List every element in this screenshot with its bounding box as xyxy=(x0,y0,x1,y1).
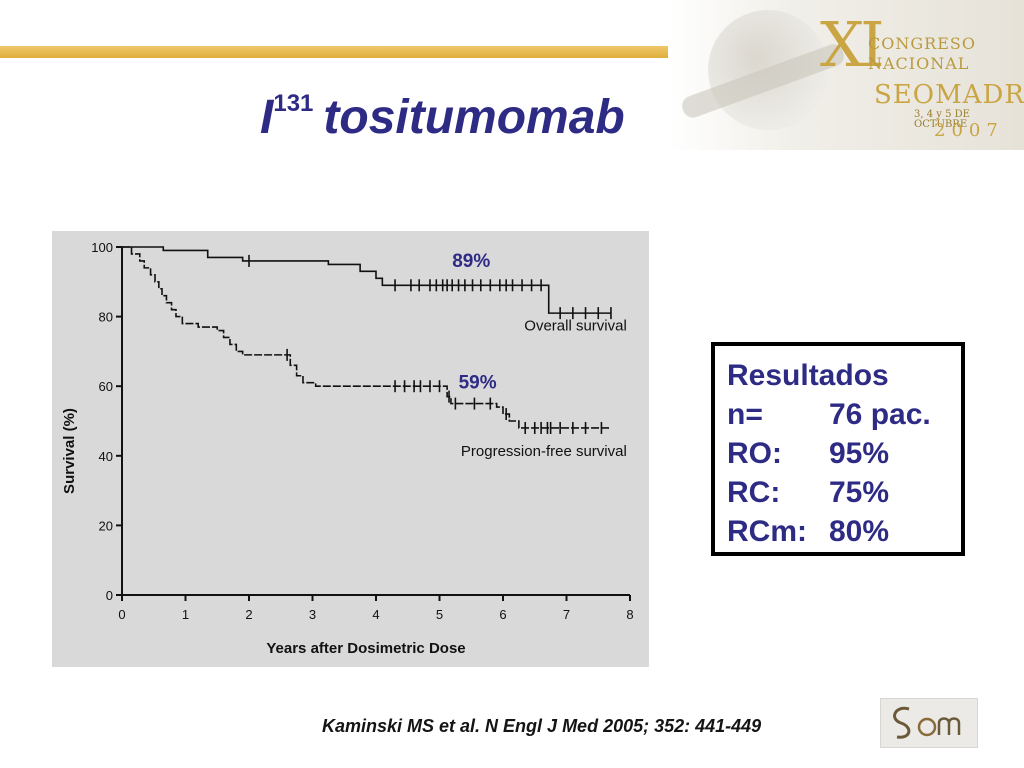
progression-free-survival-line xyxy=(122,246,611,429)
x-tick-label: 2 xyxy=(245,607,252,622)
results-label: RC: xyxy=(727,476,781,509)
banner-dates: 3, 4 y 5 DE OCTUBRE xyxy=(914,109,970,130)
results-row: RO: 95% xyxy=(727,434,961,473)
results-row: RCm: 80% xyxy=(727,512,961,551)
results-value: 76 pac. xyxy=(829,398,931,431)
x-tick-label: 4 xyxy=(372,607,379,622)
overall-survival-label: Overall survival xyxy=(524,318,627,335)
results-heading: Resultados xyxy=(727,359,889,392)
results-label: RCm: xyxy=(727,515,807,548)
banner-seom-madrid: SEOMADRID xyxy=(874,80,1024,110)
results-label: n= xyxy=(727,398,763,431)
y-tick-label: 100 xyxy=(91,240,113,255)
y-axis-label: Survival (%) xyxy=(61,408,78,494)
x-axis-label: Years after Dosimetric Dose xyxy=(266,640,465,657)
page-title: I131 tositumomab xyxy=(260,92,625,142)
results-value: 95% xyxy=(829,437,890,470)
x-tick-label: 7 xyxy=(563,607,570,622)
results-value: 80% xyxy=(829,515,890,548)
seom-logo-mark xyxy=(893,706,961,739)
x-tick-label: 5 xyxy=(436,607,443,622)
x-tick-label: 6 xyxy=(499,607,506,622)
results-row: n= 76 pac. xyxy=(727,395,961,434)
results-box: Resultados n= 76 pac. RO: 95% RC: 75% RCm: 8… xyxy=(711,342,965,556)
congress-banner: XI CONGRESO NACIONAL SEOMADRID 3, 4 y 5 … xyxy=(668,0,1024,150)
y-tick-label: 60 xyxy=(99,379,113,394)
results-label: RO: xyxy=(727,437,782,470)
x-tick-label: 3 xyxy=(309,607,316,622)
title-isotope: 131 xyxy=(273,90,314,117)
overall-survival-line xyxy=(122,246,611,314)
citation: Kaminski MS et al. N Engl J Med 2005; 35… xyxy=(322,716,762,736)
progression-free-survival-label: Progression-free survival xyxy=(461,443,627,460)
y-tick-label: 80 xyxy=(99,310,113,325)
accent-bar xyxy=(0,46,740,58)
y-tick-label: 40 xyxy=(99,449,113,464)
x-tick-label: 8 xyxy=(626,607,633,622)
banner-roman-numeral: XI xyxy=(820,8,885,81)
x-tick-label: 1 xyxy=(182,607,189,622)
results-value: 75% xyxy=(829,476,890,509)
title-drug: tositumomab xyxy=(323,91,625,144)
y-tick-label: 20 xyxy=(99,518,113,533)
percentage-annotation: 59% xyxy=(459,373,497,394)
banner-year: 2007 xyxy=(934,120,1004,141)
x-tick-label: 0 xyxy=(118,607,125,622)
survival-chart: 0 20 40 60 80 100 0 1 2 3 4 5 6 7 8 Years after Dosimet… xyxy=(61,240,634,657)
percentage-annotation: 89% xyxy=(452,251,490,272)
banner-line1: CONGRESO xyxy=(868,34,976,53)
seom-logo xyxy=(880,698,978,748)
title-element: I xyxy=(260,91,274,144)
results-row: RC: 75% xyxy=(727,473,961,512)
y-tick-label: 0 xyxy=(106,588,113,603)
banner-line2: NACIONAL xyxy=(868,54,970,73)
survival-chart-panel: 0 20 40 60 80 100 0 1 2 3 4 5 6 7 8 Years after Dosimet… xyxy=(52,231,649,667)
